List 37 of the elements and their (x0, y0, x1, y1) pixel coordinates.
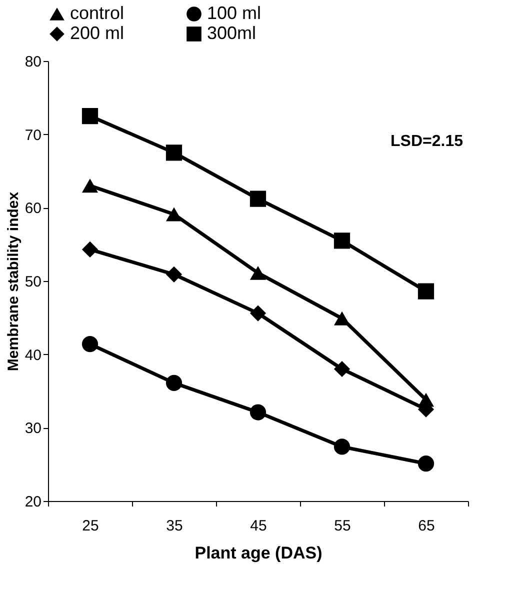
point (250, 404, 266, 420)
legend-label: 300ml (207, 23, 256, 43)
point (82, 178, 98, 193)
x-tick-label: 55 (334, 518, 351, 534)
x-axis-title: Plant age (DAS) (194, 544, 322, 562)
point (250, 305, 266, 322)
y-axis-title: Membrane stability index (4, 191, 22, 372)
annotation: LSD=2.15 (390, 133, 464, 150)
x-tick-label: 65 (418, 518, 435, 534)
x-tick-label: 45 (250, 518, 267, 534)
y-tick-label: 80 (24, 54, 42, 70)
point (334, 232, 350, 249)
point (82, 336, 98, 352)
point (250, 266, 266, 280)
point (334, 311, 350, 326)
y-tick-label: 30 (24, 420, 42, 438)
y-tick-label: 70 (24, 126, 42, 144)
point (82, 241, 98, 258)
point (334, 438, 350, 455)
point (166, 207, 182, 222)
x-tick-label: 25 (82, 518, 99, 534)
point (166, 144, 182, 161)
point (250, 190, 266, 207)
point (82, 108, 98, 124)
point (166, 266, 182, 282)
point (334, 360, 350, 378)
x-tick-label: 35 (166, 518, 183, 534)
y-tick-label: 50 (24, 274, 42, 290)
point (418, 283, 434, 300)
legend-label: control (70, 3, 124, 23)
point (418, 456, 434, 472)
y-tick-label: 60 (24, 200, 42, 218)
y-tick-label: 20 (24, 494, 42, 510)
point (166, 374, 182, 391)
legend-label: 200 ml (70, 23, 124, 43)
y-tick-label: 40 (24, 346, 42, 364)
legend-label: 100 ml (207, 3, 262, 23)
